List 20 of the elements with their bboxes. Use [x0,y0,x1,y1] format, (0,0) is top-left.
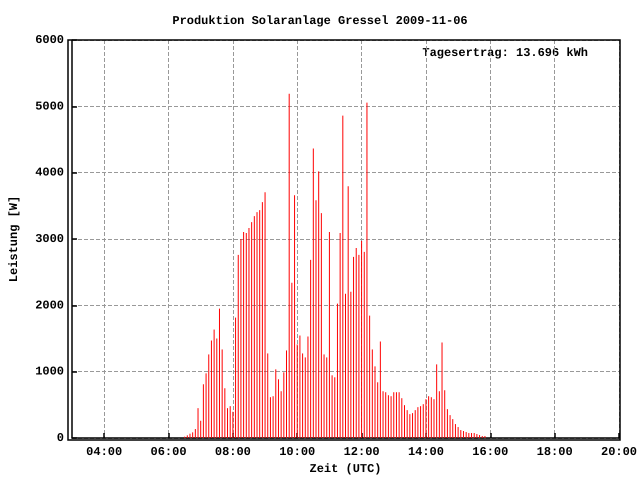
chart-title: Produktion Solaranlage Gressel 2009-11-06 [172,14,468,28]
x-axis-title: Zeit (UTC) [309,462,382,476]
y-tick-label: 1000 [35,364,64,379]
y-tick-label: 6000 [35,33,64,47]
y-tick-label: 4000 [35,166,64,180]
y-tick-label: 3000 [35,232,64,246]
x-tick-label: 12:00 [344,445,380,459]
y-axis-title: Leistung [W] [7,196,21,282]
x-tick-label: 06:00 [150,445,187,459]
x-tick-label: 14:00 [408,445,444,459]
x-tick-label: 20:00 [600,445,638,459]
annotation: Tagesertrag: 13.696 kWh [422,46,588,60]
y-tick-label: 2000 [35,298,64,312]
y-tick-label: 0 [56,431,64,445]
x-tick-label: 16:00 [472,445,508,459]
x-tick-label: 18:00 [536,445,573,459]
x-tick-label: 08:00 [214,445,251,459]
x-tick-label: 04:00 [86,445,122,459]
x-tick-label: 10:00 [279,445,316,459]
y-tick-label: 5000 [35,99,64,114]
